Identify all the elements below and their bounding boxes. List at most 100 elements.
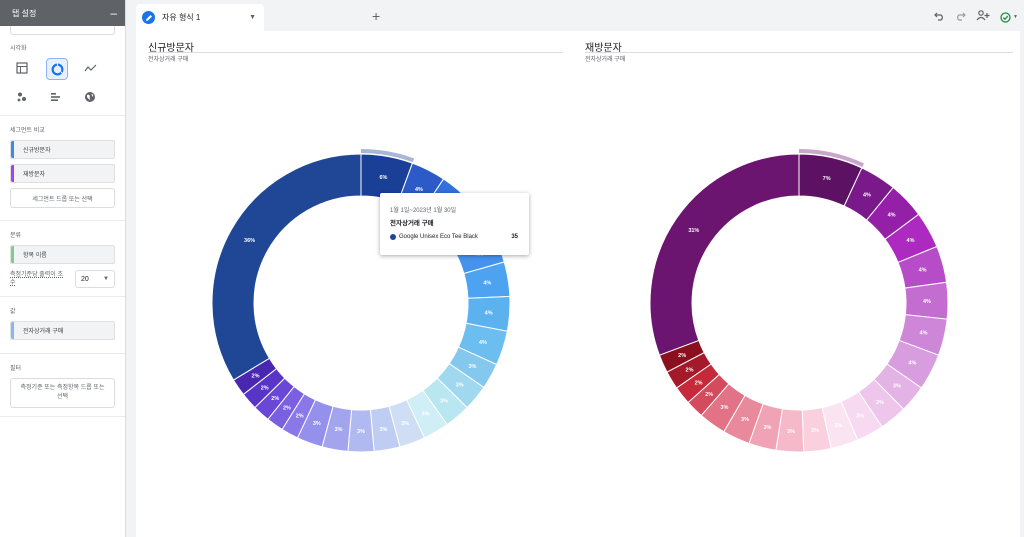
segment-chip-label: 신규방문자 bbox=[23, 148, 51, 154]
share-icon[interactable] bbox=[976, 8, 990, 26]
breakdown-title: 분류 bbox=[10, 233, 22, 239]
slice-label: 2% bbox=[686, 367, 694, 373]
visualization-section: 시각화 bbox=[0, 35, 125, 116]
slice-label: 2% bbox=[261, 385, 269, 391]
tooltip-series-dot bbox=[390, 234, 396, 240]
value-chip-ecommerce-purchases[interactable]: 전자상거래 구매 bbox=[10, 321, 115, 340]
slice-label: 3% bbox=[456, 382, 464, 388]
slice-label: 4% bbox=[863, 193, 871, 199]
breakdown-color-bar bbox=[11, 246, 14, 263]
slice-label: 4% bbox=[415, 187, 423, 193]
pencil-icon bbox=[142, 11, 155, 24]
slice-label: 4% bbox=[908, 360, 916, 366]
slice-label: 3% bbox=[741, 417, 749, 423]
slice-label: 4% bbox=[923, 299, 931, 305]
slice-label: 2% bbox=[678, 353, 686, 359]
slice-label: 3% bbox=[440, 399, 448, 405]
slice-label: 4% bbox=[920, 331, 928, 337]
panel-top-chip bbox=[10, 26, 115, 35]
slice-label: 4% bbox=[483, 280, 491, 286]
add-tab-plus-icon[interactable]: + bbox=[372, 8, 381, 24]
tab-freeform-1[interactable]: 자유 형식 1 ▼ bbox=[136, 4, 264, 31]
donut-slice[interactable] bbox=[211, 153, 362, 381]
left-settings-panel: 탭 설정 – 시각화 세그먼트 비교 bbox=[0, 0, 126, 537]
slice-label: 3% bbox=[834, 423, 842, 429]
tooltip-row: Google Unisex Eco Tee Black 35 bbox=[390, 234, 518, 240]
breakdown-chip-item-name[interactable]: 항목 이름 bbox=[10, 245, 115, 264]
tooltip-item: Google Unisex Eco Tee Black bbox=[399, 234, 478, 240]
right-chart-title: 재방문자 bbox=[585, 43, 622, 54]
right-chart-subtitle: 전자상거래 구매 bbox=[585, 57, 626, 63]
segment-drop-zone[interactable]: 세그먼트 드롭 또는 선택 bbox=[10, 188, 115, 208]
slice-label: 6% bbox=[379, 175, 387, 181]
left-title-underline bbox=[148, 52, 563, 53]
slice-label: 3% bbox=[357, 429, 365, 435]
slice-label: 3% bbox=[313, 421, 321, 427]
value-color-bar bbox=[11, 322, 14, 339]
slice-label: 4% bbox=[907, 238, 915, 244]
slice-label: 3% bbox=[468, 364, 476, 370]
segment-color-bar bbox=[11, 165, 14, 182]
bar-chart-icon[interactable] bbox=[46, 87, 66, 107]
left-chart-title: 신규방문자 bbox=[148, 43, 194, 54]
slice-label: 2% bbox=[283, 405, 291, 411]
chart-tooltip: 1월 1일~2023년 1월 30일 전자상거래 구매 Google Unise… bbox=[380, 193, 529, 255]
slice-label: 7% bbox=[823, 176, 831, 182]
values-section: 값 전자상거래 구매 bbox=[0, 297, 125, 354]
slice-label: 3% bbox=[335, 427, 343, 433]
status-caret-icon: ▼ bbox=[1013, 14, 1018, 20]
panel-header: 탭 설정 – bbox=[0, 0, 125, 26]
slice-label: 3% bbox=[876, 400, 884, 406]
slice-label: 4% bbox=[485, 310, 493, 316]
donut-chart-icon[interactable] bbox=[46, 58, 68, 80]
segment-color-bar bbox=[11, 141, 14, 158]
status-check-icon[interactable]: ▼ bbox=[1000, 11, 1018, 23]
slice-label: 3% bbox=[720, 405, 728, 411]
slice-label: 2% bbox=[271, 396, 279, 402]
left-chart-subtitle: 전자상거래 구매 bbox=[148, 57, 189, 63]
tab-bar: 자유 형식 1 ▼ + ▼ bbox=[126, 0, 1024, 31]
donut-charts-svg: 6%4%4%4%4%4%4%4%3%3%3%3%3%3%3%3%3%2%2%2%… bbox=[211, 149, 949, 453]
breakdown-chip-label: 항목 이름 bbox=[23, 253, 47, 259]
slice-label: 2% bbox=[695, 380, 703, 386]
slice-label: 2% bbox=[296, 413, 304, 419]
line-chart-icon[interactable] bbox=[80, 58, 100, 78]
slice-label: 3% bbox=[401, 421, 409, 427]
geo-map-icon[interactable] bbox=[80, 87, 100, 107]
tab-label: 자유 형식 1 bbox=[162, 13, 201, 22]
values-title: 값 bbox=[10, 309, 16, 315]
right-title-underline bbox=[585, 52, 1013, 53]
slice-label: 36% bbox=[244, 238, 255, 244]
toolbar: ▼ bbox=[934, 8, 1018, 26]
slice-label: 3% bbox=[422, 412, 430, 418]
tooltip-metric: 전자상거래 구매 bbox=[390, 220, 434, 227]
tooltip-date: 1월 1일~2023년 1월 30일 bbox=[390, 208, 457, 214]
redo-icon[interactable] bbox=[955, 8, 966, 26]
slice-highlight-ring bbox=[799, 149, 864, 167]
filters-section: 필터 측정기준 또는 측정항목 드롭 또는 선택 bbox=[0, 354, 125, 417]
slice-highlight-ring bbox=[361, 149, 415, 163]
dropdown-caret-icon: ▼ bbox=[103, 276, 109, 282]
slice-label: 3% bbox=[787, 429, 795, 435]
slice-label: 2% bbox=[252, 373, 260, 379]
visualization-title: 시각화 bbox=[10, 46, 27, 52]
slice-label: 2% bbox=[705, 392, 713, 398]
segment-chip-new-visitors[interactable]: 신규방문자 bbox=[10, 140, 115, 159]
undo-icon[interactable] bbox=[934, 8, 945, 26]
donut-slice[interactable] bbox=[649, 153, 800, 356]
slice-label: 31% bbox=[688, 228, 699, 234]
tab-menu-caret-icon[interactable]: ▼ bbox=[249, 14, 256, 21]
filter-drop-zone[interactable]: 측정기준 또는 측정항목 드롭 또는 선택 bbox=[10, 378, 115, 408]
filters-title: 필터 bbox=[10, 366, 22, 372]
rows-per-dimension-label: 측정기준당 출력이 조 수 bbox=[10, 272, 64, 286]
segment-chip-returning-visitors[interactable]: 재방문자 bbox=[10, 164, 115, 183]
rows-per-dimension-select[interactable]: 20 ▼ bbox=[75, 270, 115, 288]
tooltip-value: 35 bbox=[511, 234, 518, 240]
scatter-plot-icon[interactable] bbox=[12, 87, 32, 107]
collapse-icon[interactable]: – bbox=[110, 6, 117, 20]
rows-select-value: 20 bbox=[81, 275, 89, 283]
segment-compare-title: 세그먼트 비교 bbox=[10, 128, 45, 134]
slice-label: 3% bbox=[856, 413, 864, 419]
table-icon[interactable] bbox=[12, 58, 32, 78]
slice-label: 3% bbox=[379, 427, 387, 433]
